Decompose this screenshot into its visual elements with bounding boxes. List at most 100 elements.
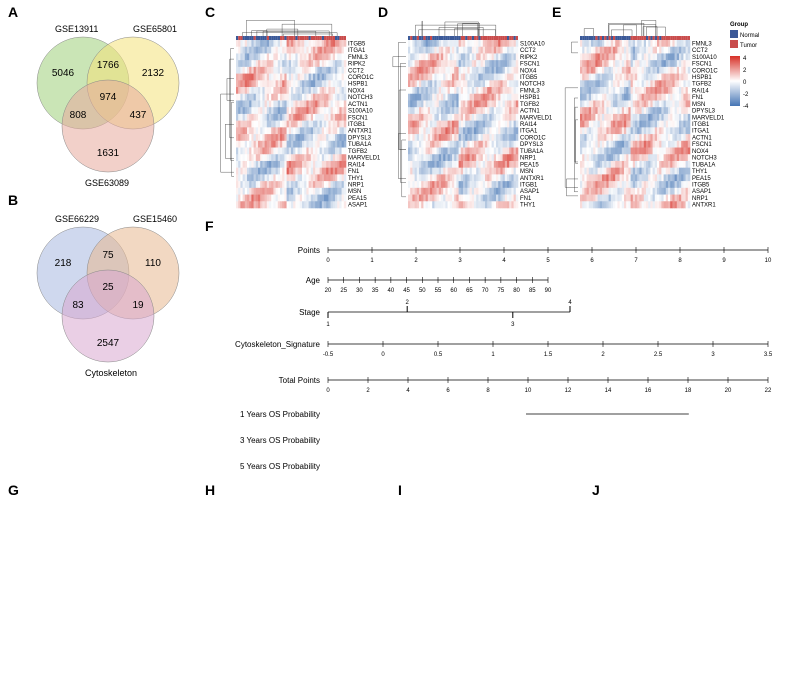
svg-text:ITGB5: ITGB5 [520, 75, 538, 81]
svg-text:5: 5 [546, 258, 550, 264]
svg-text:FMNL3: FMNL3 [520, 88, 540, 94]
svg-text:20: 20 [725, 388, 732, 394]
svg-text:0: 0 [326, 258, 330, 264]
svg-text:25: 25 [340, 288, 347, 294]
svg-text:MSN: MSN [692, 102, 705, 108]
svg-text:FSCN1: FSCN1 [692, 62, 712, 68]
svg-text:THY1: THY1 [348, 176, 364, 182]
svg-text:MSN: MSN [348, 189, 361, 195]
svg-text:ITGB1: ITGB1 [520, 182, 538, 188]
svg-text:6: 6 [590, 258, 594, 264]
svg-text:ACTN1: ACTN1 [692, 135, 712, 141]
svg-text:MSN: MSN [520, 169, 533, 175]
svg-text:TUBA1A: TUBA1A [520, 149, 543, 155]
label-c: C [205, 4, 215, 20]
svg-text:1: 1 [326, 322, 330, 328]
svg-text:80: 80 [513, 288, 520, 294]
svg-text:GSE65801: GSE65801 [133, 24, 177, 34]
svg-text:GSE63089: GSE63089 [85, 178, 129, 188]
svg-text:808: 808 [70, 110, 87, 121]
svg-text:30: 30 [356, 288, 363, 294]
svg-text:83: 83 [72, 300, 84, 311]
svg-text:Cytoskeleton_Signature: Cytoskeleton_Signature [235, 340, 320, 349]
svg-text:THY1: THY1 [692, 169, 708, 175]
svg-text:HSPB1: HSPB1 [520, 95, 540, 101]
roc-h [212, 498, 392, 688]
svg-text:45: 45 [403, 288, 410, 294]
svg-text:2: 2 [601, 352, 605, 358]
svg-text:HSPB1: HSPB1 [692, 75, 712, 81]
svg-text:DPYSL3: DPYSL3 [520, 142, 544, 148]
svg-text:65: 65 [466, 288, 473, 294]
svg-text:7: 7 [634, 258, 638, 264]
svg-text:40: 40 [388, 288, 395, 294]
svg-text:25: 25 [102, 282, 114, 293]
svg-text:Normal: Normal [740, 33, 759, 39]
svg-text:ASAP1: ASAP1 [520, 189, 540, 195]
label-b: B [8, 192, 18, 208]
svg-text:NOTCH3: NOTCH3 [692, 156, 717, 162]
svg-text:PEA15: PEA15 [692, 176, 711, 182]
svg-text:HSPB1: HSPB1 [348, 82, 368, 88]
svg-text:2132: 2132 [142, 68, 165, 79]
svg-text:1.5: 1.5 [544, 352, 553, 358]
heatmap-d: S100A10CCT2RIPK2FSCN1NOX4ITGB5NOTCH3FMNL… [390, 18, 556, 213]
svg-text:70: 70 [482, 288, 489, 294]
heatmap-c: ITGB5ITGA1FMNL3RIPK2CCT2CORO1CHSPB1NOX4N… [218, 18, 384, 213]
svg-text:NOX4: NOX4 [692, 149, 709, 155]
svg-text:2: 2 [366, 388, 370, 394]
venn-b: GSE66229GSE15460Cytoskeleton218110254775… [15, 208, 200, 383]
label-h: H [205, 482, 215, 498]
svg-text:PEA15: PEA15 [520, 162, 539, 168]
svg-text:-4: -4 [743, 104, 749, 110]
svg-text:60: 60 [450, 288, 457, 294]
svg-text:ITGB1: ITGB1 [348, 122, 366, 128]
km-i [402, 495, 590, 695]
svg-text:MARVELD1: MARVELD1 [692, 115, 725, 121]
svg-text:FN1: FN1 [520, 196, 532, 202]
label-f: F [205, 218, 214, 234]
svg-text:3 Years OS Probability: 3 Years OS Probability [240, 436, 320, 445]
roc-g [18, 498, 198, 688]
svg-text:ITGB5: ITGB5 [692, 182, 710, 188]
svg-text:CCT2: CCT2 [520, 48, 536, 54]
svg-text:NOTCH3: NOTCH3 [520, 82, 545, 88]
svg-text:FSCN1: FSCN1 [348, 115, 368, 121]
svg-text:FSCN1: FSCN1 [692, 142, 712, 148]
svg-text:19: 19 [132, 300, 144, 311]
svg-text:9: 9 [722, 258, 726, 264]
svg-text:ASAP1: ASAP1 [692, 189, 712, 195]
svg-text:S100A10: S100A10 [348, 109, 373, 115]
svg-text:CORO1C: CORO1C [692, 68, 718, 74]
svg-text:1 Years OS Probability: 1 Years OS Probability [240, 410, 320, 419]
label-g: G [8, 482, 19, 498]
svg-text:ANTXR1: ANTXR1 [348, 129, 372, 135]
svg-text:CCT2: CCT2 [348, 68, 364, 74]
svg-text:NRP1: NRP1 [348, 182, 365, 188]
svg-text:2: 2 [406, 300, 410, 306]
svg-text:TGFB2: TGFB2 [692, 82, 712, 88]
svg-text:CORO1C: CORO1C [520, 135, 546, 141]
svg-text:FMNL3: FMNL3 [348, 55, 368, 61]
km-j [596, 495, 784, 695]
svg-text:MARVELD1: MARVELD1 [520, 115, 553, 121]
svg-text:GSE13911: GSE13911 [55, 24, 98, 34]
svg-text:TGFB2: TGFB2 [348, 149, 368, 155]
svg-text:NOX4: NOX4 [348, 88, 365, 94]
svg-text:3.5: 3.5 [764, 352, 773, 358]
svg-text:NRP1: NRP1 [520, 156, 537, 162]
svg-text:RIPK2: RIPK2 [520, 55, 538, 61]
svg-text:Total Points: Total Points [279, 376, 320, 385]
svg-text:THY1: THY1 [520, 203, 536, 209]
svg-text:Points: Points [298, 246, 320, 255]
svg-text:10: 10 [765, 258, 772, 264]
svg-text:-0.5: -0.5 [323, 352, 334, 358]
svg-text:Tumor: Tumor [740, 43, 757, 49]
svg-text:TUBA1A: TUBA1A [692, 162, 715, 168]
svg-text:22: 22 [765, 388, 772, 394]
svg-text:90: 90 [545, 288, 552, 294]
svg-text:14: 14 [605, 388, 612, 394]
svg-text:55: 55 [435, 288, 442, 294]
svg-text:4: 4 [568, 300, 572, 306]
svg-text:5 Years OS Probability: 5 Years OS Probability [240, 462, 320, 471]
